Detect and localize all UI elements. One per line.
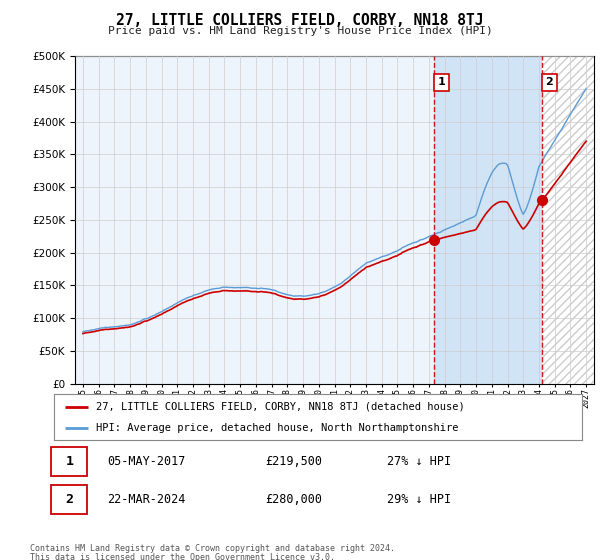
Text: This data is licensed under the Open Government Licence v3.0.: This data is licensed under the Open Gov… — [30, 553, 335, 560]
Text: 27, LITTLE COLLIERS FIELD, CORBY, NN18 8TJ: 27, LITTLE COLLIERS FIELD, CORBY, NN18 8… — [116, 13, 484, 29]
Bar — [542, 56, 594, 384]
Text: 2: 2 — [545, 77, 553, 87]
Text: 29% ↓ HPI: 29% ↓ HPI — [386, 493, 451, 506]
Text: £280,000: £280,000 — [265, 493, 322, 506]
Text: 2: 2 — [65, 493, 73, 506]
Bar — [434, 56, 542, 384]
Text: 22-MAR-2024: 22-MAR-2024 — [107, 493, 185, 506]
FancyBboxPatch shape — [52, 447, 87, 476]
Text: Contains HM Land Registry data © Crown copyright and database right 2024.: Contains HM Land Registry data © Crown c… — [30, 544, 395, 553]
Text: HPI: Average price, detached house, North Northamptonshire: HPI: Average price, detached house, Nort… — [96, 423, 459, 433]
Text: 05-MAY-2017: 05-MAY-2017 — [107, 455, 185, 468]
Text: £219,500: £219,500 — [265, 455, 322, 468]
Bar — [542, 56, 594, 384]
Text: Price paid vs. HM Land Registry's House Price Index (HPI): Price paid vs. HM Land Registry's House … — [107, 26, 493, 36]
Text: 27, LITTLE COLLIERS FIELD, CORBY, NN18 8TJ (detached house): 27, LITTLE COLLIERS FIELD, CORBY, NN18 8… — [96, 402, 465, 412]
FancyBboxPatch shape — [52, 485, 87, 514]
Text: 1: 1 — [437, 77, 445, 87]
Text: 27% ↓ HPI: 27% ↓ HPI — [386, 455, 451, 468]
Text: 1: 1 — [65, 455, 73, 468]
